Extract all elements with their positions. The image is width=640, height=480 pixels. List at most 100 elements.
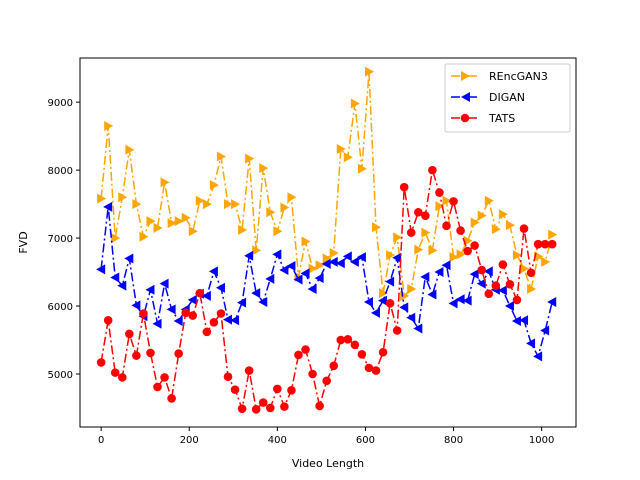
data-point-tats-30: [308, 369, 317, 379]
y-axis-label: FVD: [17, 231, 30, 253]
data-point-rencgan3-4: [125, 144, 135, 155]
data-point-tats-29: [301, 345, 310, 354]
data-point-rencgan3-44: [407, 284, 417, 295]
data-point-rencgan3-17: [216, 151, 226, 162]
data-point-tats-48: [435, 188, 444, 197]
data-point-tats-5: [132, 351, 141, 360]
data-point-digan-33: [328, 256, 338, 267]
data-point-digan-44: [406, 312, 416, 323]
data-point-tats-54: [477, 265, 487, 275]
data-point-rencgan3-36: [350, 98, 360, 109]
data-point-rencgan3-34: [336, 144, 346, 155]
data-point-tats-46: [421, 211, 430, 220]
data-point-tats-35: [343, 335, 353, 344]
legend-marker-tats: [460, 113, 470, 123]
data-point-tats-63: [540, 239, 550, 249]
data-point-tats-15: [202, 327, 212, 337]
legend-marker-rencgan3: [461, 71, 470, 81]
data-point-rencgan3-7: [146, 216, 156, 227]
data-point-tats-0: [96, 358, 106, 367]
data-point-digan-10: [166, 304, 176, 315]
data-point-rencgan3-29: [301, 236, 311, 247]
data-point-rencgan3-9: [160, 177, 170, 188]
data-point-rencgan3-30: [308, 263, 318, 274]
data-point-rencgan3-37: [357, 163, 367, 174]
data-point-tats-22: [251, 405, 261, 414]
data-point-tats-1: [103, 316, 113, 325]
data-point-digan-7: [145, 284, 155, 295]
legend-entry-rencgan3: REncGAN3: [451, 70, 548, 83]
data-point-tats-50: [449, 197, 458, 206]
data-point-rencgan3-26: [280, 202, 290, 213]
data-point-digan-52: [462, 295, 472, 306]
data-point-tats-55: [484, 289, 494, 299]
data-point-digan-15: [201, 290, 211, 301]
data-point-tats-12: [181, 308, 191, 318]
data-point-digan-26: [279, 265, 289, 276]
data-point-tats-8: [153, 382, 162, 392]
x-tick-label-1000: 1000: [529, 435, 554, 446]
data-point-digan-64: [547, 296, 557, 307]
y-axis-ticks: 5000 6000 7000 8000 9000: [48, 98, 80, 381]
data-point-rencgan3-55: [484, 195, 494, 206]
data-point-rencgan3-23: [259, 163, 269, 174]
data-point-rencgan3-41: [386, 250, 396, 261]
data-point-digan-3: [117, 280, 127, 291]
data-point-tats-16: [209, 318, 219, 327]
data-point-digan-35: [342, 251, 352, 262]
data-point-digan-61: [526, 338, 536, 349]
data-point-tats-44: [406, 228, 416, 237]
data-point-rencgan3-24: [266, 207, 276, 218]
data-point-tats-53: [470, 241, 479, 250]
data-point-digan-32: [321, 258, 331, 269]
y-tick-label-6000: 6000: [48, 302, 73, 313]
data-point-rencgan3-56: [491, 224, 501, 235]
data-point-tats-37: [357, 349, 367, 359]
data-point-digan-24: [265, 273, 275, 284]
data-point-digan-60: [519, 315, 529, 326]
data-point-rencgan3-47: [428, 245, 438, 256]
data-point-digan-46: [420, 271, 430, 282]
data-point-tats-18: [223, 372, 233, 382]
data-point-digan-54: [476, 278, 486, 289]
data-point-digan-19: [230, 315, 240, 326]
x-tick-label-400: 400: [268, 435, 287, 446]
x-tick-label-0: 0: [98, 435, 104, 446]
data-point-rencgan3-33: [329, 248, 339, 259]
data-point-rencgan3-38: [364, 66, 374, 77]
y-tick-label-7000: 7000: [48, 234, 73, 245]
legend-box: [444, 63, 571, 133]
data-point-tats-17: [216, 309, 226, 318]
data-point-digan-42: [392, 252, 402, 263]
data-point-tats-34: [336, 335, 346, 345]
data-point-digan-22: [251, 288, 261, 299]
data-point-tats-61: [526, 268, 536, 278]
data-point-tats-6: [139, 309, 148, 318]
data-point-rencgan3-59: [512, 250, 522, 261]
legend-entry-tats: TATS: [451, 112, 515, 125]
data-point-rencgan3-32: [322, 253, 332, 264]
data-point-digan-48: [434, 267, 444, 278]
data-point-digan-8: [152, 318, 162, 329]
data-point-digan-34: [335, 258, 345, 269]
data-point-rencgan3-3: [118, 192, 128, 203]
data-point-rencgan3-14: [195, 195, 205, 206]
data-point-rencgan3-31: [315, 260, 325, 271]
legend-marker-digan: [461, 92, 470, 102]
data-point-tats-33: [329, 361, 339, 371]
data-point-tats-26: [280, 402, 289, 411]
data-point-digan-51: [455, 294, 465, 305]
data-point-digan-49: [441, 260, 451, 271]
data-point-digan-41: [385, 276, 395, 287]
data-point-tats-45: [414, 207, 423, 217]
data-point-tats-36: [350, 340, 360, 350]
data-point-tats-19: [230, 385, 240, 394]
data-point-tats-10: [167, 394, 176, 403]
data-point-tats-31: [315, 401, 324, 411]
data-point-rencgan3-15: [202, 199, 212, 210]
data-point-digan-9: [159, 278, 169, 289]
data-point-tats-39: [371, 366, 381, 375]
data-point-rencgan3-53: [470, 217, 480, 228]
data-point-rencgan3-27: [287, 192, 297, 203]
